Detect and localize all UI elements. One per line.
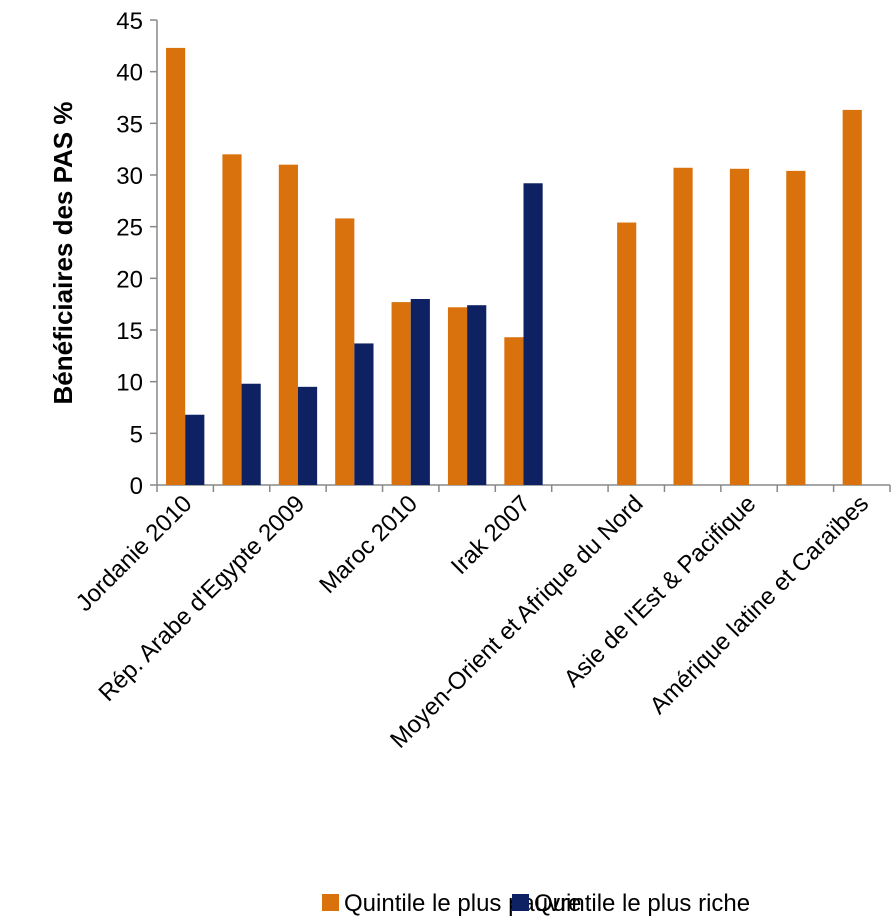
x-tick-label: Moyen-Orient et Afrique du Nord [385, 490, 648, 753]
bar [673, 167, 693, 485]
bar [467, 305, 487, 485]
legend-label: Quintile le plus pauvre [344, 890, 581, 917]
y-axis-title: Bénéficiaires des PAS % [48, 102, 78, 405]
x-tick-label: Maroc 2010 [314, 490, 423, 599]
bar [729, 168, 750, 486]
y-tick-label: 30 [116, 163, 143, 190]
bar [523, 183, 543, 485]
bar [241, 383, 261, 485]
bar [447, 307, 468, 485]
y-tick-label: 5 [130, 421, 143, 448]
x-tick-label: Rép. Arabe d'Egypte 2009 [93, 490, 310, 707]
bar [166, 47, 186, 486]
y-tick-label: 0 [130, 473, 143, 500]
y-tick-label: 40 [116, 60, 143, 87]
bar [617, 222, 637, 486]
legend-swatch [322, 894, 339, 911]
y-tick-label: 20 [116, 266, 143, 293]
bar [786, 170, 806, 485]
bar [354, 343, 374, 485]
legend-swatch [512, 894, 529, 911]
bar [335, 218, 355, 485]
bar [185, 414, 205, 485]
x-tick-label: Jordanie 2010 [71, 490, 198, 617]
bar [297, 386, 318, 485]
x-tick-label: Irak 2007 [446, 490, 536, 580]
bar [391, 302, 411, 485]
y-tick-label: 35 [116, 111, 143, 138]
bar [222, 154, 242, 486]
y-tick-label: 15 [116, 318, 143, 345]
legend-label: Quintile le plus riche [534, 890, 750, 917]
bar [278, 164, 298, 485]
x-tick-label: Asie de l'Est & Pacifique [559, 490, 762, 693]
bar [504, 337, 524, 485]
y-tick-label: 10 [116, 370, 143, 397]
x-tick-label: Amérique latine et Caraïbes [645, 490, 874, 719]
bar [410, 299, 430, 485]
y-tick-label: 45 [116, 8, 143, 35]
bar [842, 109, 862, 486]
y-tick-label: 25 [116, 215, 143, 242]
